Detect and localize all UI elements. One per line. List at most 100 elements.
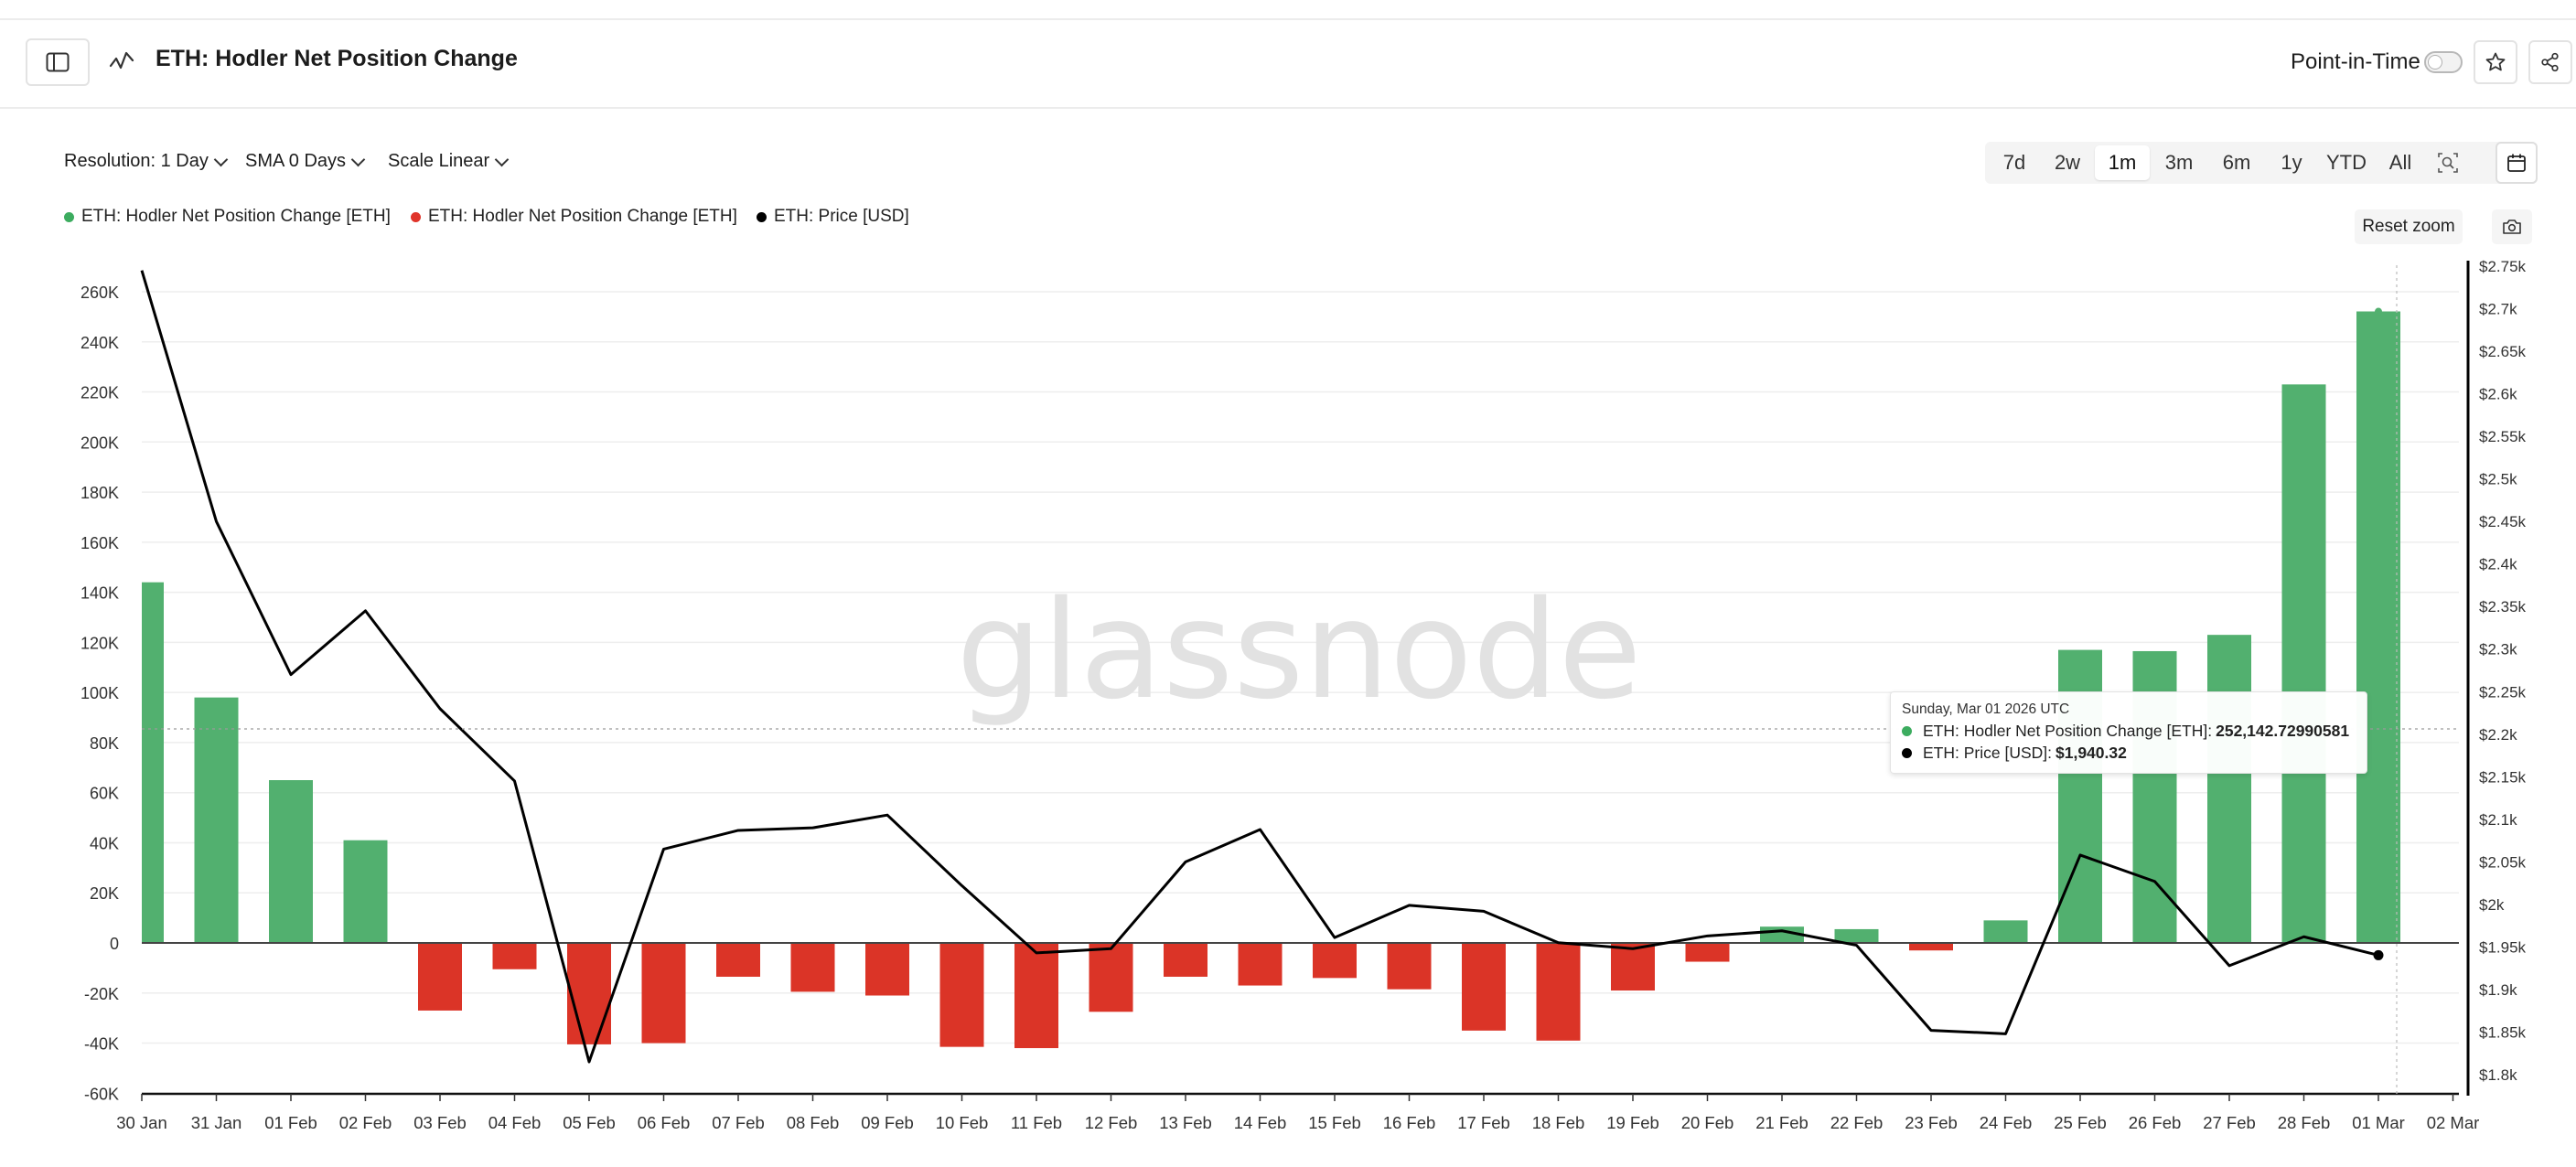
range-all-button[interactable]: All [2388,151,2412,174]
y-right-tick-label: $2k [2479,896,2505,914]
bar-negative [1462,943,1506,1031]
bar-negative [1089,943,1133,1012]
share-button[interactable] [2528,40,2572,84]
bar-negative [1164,943,1208,977]
calendar-icon [2507,154,2526,172]
range-2w-button[interactable]: 2w [2054,151,2081,174]
x-tick-label: 27 Feb [2203,1113,2256,1132]
x-tick-label: 14 Feb [1234,1113,1287,1132]
watermark: glassnode [956,572,1641,729]
axes: 260K 240K 220K 200K 180K 160K 140K 120K 100K 80K 6… [80,258,2527,1132]
x-tick-label: 07 Feb [712,1113,765,1132]
sidebar-icon [46,52,70,72]
y-left-tick-label: 0 [110,935,119,953]
x-tick-label: 12 Feb [1085,1113,1138,1132]
tooltip-value: 252,142.72990581 [2216,722,2350,740]
range-ytd-button[interactable]: YTD [2326,151,2367,174]
bar-negative [1909,943,1953,951]
line-chart-icon [109,51,134,70]
bar-negative [939,943,984,1047]
sma-dropdown[interactable]: SMA 0 Days [245,151,366,172]
price-series-line [140,270,2379,1064]
chart-tooltip: Sunday, Mar 01 2026 UTC ETH: Hodler Net … [1890,691,2367,774]
range-3m-button[interactable]: 3m [2164,151,2194,174]
bar-positive [194,697,239,943]
y-left-tick-label: 180K [80,484,119,502]
y-right-tick-label: $2.05k [2479,853,2527,871]
y-left-tick-label: -40K [84,1035,119,1054]
y-right-tick-label: $2.75k [2479,258,2527,275]
range-6m-button[interactable]: 6m [2222,151,2251,174]
bar-negative [1685,943,1730,962]
sma-label: SMA 0 Days [245,151,347,171]
bar-negative [1536,943,1581,1041]
legend-dot-green [64,211,74,222]
y-left-tick-label: 200K [80,434,119,452]
crosshair [142,265,2459,1094]
reset-zoom-button[interactable]: Reset zoom [2355,209,2463,244]
y-right-tick-label: $2.7k [2479,301,2517,318]
y-right-tick-label: $2.25k [2479,683,2527,701]
legend-label: ETH: Hodler Net Position Change [ETH] [81,207,391,226]
x-tick-label: 03 Feb [413,1113,467,1132]
screenshot-button[interactable] [2492,209,2532,244]
y-right-tick-label: $2.45k [2479,513,2527,530]
legend-label: ETH: Hodler Net Position Change [ETH] [428,207,737,226]
legend-item-price[interactable]: ETH: Price [USD] [757,207,909,227]
x-tick-label: 25 Feb [2054,1113,2107,1132]
page-title: ETH: Hodler Net Position Change [156,46,518,71]
legend-item-negative[interactable]: ETH: Hodler Net Position Change [ETH] [411,207,737,227]
favorite-button[interactable] [2474,40,2517,84]
x-tick-label: 02 Mar [2427,1113,2480,1132]
y-left-tick-label: 80K [90,734,119,753]
x-tick-label: 06 Feb [638,1113,691,1132]
bar-positive [2281,384,2326,943]
legend-dot-black [757,211,767,222]
scale-dropdown[interactable]: Scale Linear [388,151,510,172]
x-tick-label: 21 Feb [1755,1113,1809,1132]
x-tick-label: 04 Feb [488,1113,542,1132]
x-tick-label: 02 Feb [339,1113,392,1132]
bar-positive [2207,635,2251,943]
y-left-tick-label: 260K [80,284,119,302]
time-range-selector: 7d 2w 1m 3m 6m 1y YTD All [1985,142,2538,184]
tooltip-dot-green [1902,726,1912,736]
sidebar-toggle-button[interactable] [26,38,90,86]
x-tick-label: 31 Jan [191,1113,242,1132]
date-range-button[interactable] [2496,142,2538,184]
star-icon [2485,52,2506,71]
y-right-tick-label: $1.85k [2479,1023,2527,1041]
x-tick-label: 20 Feb [1681,1113,1734,1132]
y-right-tick-label: $1.8k [2479,1066,2517,1084]
bar-positive [1834,928,1879,943]
bar-negative [716,943,760,977]
x-tick-label: 10 Feb [936,1113,989,1132]
y-left-tick-label: 20K [90,884,119,903]
price-hover-point [2373,949,2384,960]
bar-negative [1014,943,1058,1049]
x-tick-label: 01 Feb [264,1113,317,1132]
tooltip-row-position: ETH: Hodler Net Position Change [ETH]: 2… [1902,722,2349,741]
y-left-tick-label: 60K [90,785,119,803]
y-left-tick-label: -20K [84,985,119,1003]
zoom-select-button[interactable] [2428,145,2468,180]
point-in-time-toggle[interactable] [2424,51,2463,73]
resolution-dropdown[interactable]: Resolution: 1 Day [64,151,229,172]
range-1y-button[interactable]: 1y [2281,151,2302,174]
y-right-tick-label: $2.5k [2479,471,2517,488]
y-right-tick-label: $2.2k [2479,726,2517,744]
legend-item-positive[interactable]: ETH: Hodler Net Position Change [ETH] [64,207,391,227]
x-tick-label: 11 Feb [1011,1113,1062,1132]
x-tick-label: 23 Feb [1905,1113,1958,1132]
y-left-tick-label: -60K [84,1085,119,1103]
y-right-tick-label: $1.95k [2479,938,2527,956]
tooltip-date: Sunday, Mar 01 2026 UTC [1902,701,2070,717]
range-1m-button[interactable]: 1m [2095,145,2150,180]
range-7d-button[interactable]: 7d [2002,151,2026,174]
bar-positive [343,840,388,943]
x-tick-label: 09 Feb [861,1113,914,1132]
y-right-tick-label: $2.4k [2479,556,2517,573]
x-tick-label: 22 Feb [1830,1113,1884,1132]
point-in-time-label: Point-in-Time [2291,49,2420,74]
